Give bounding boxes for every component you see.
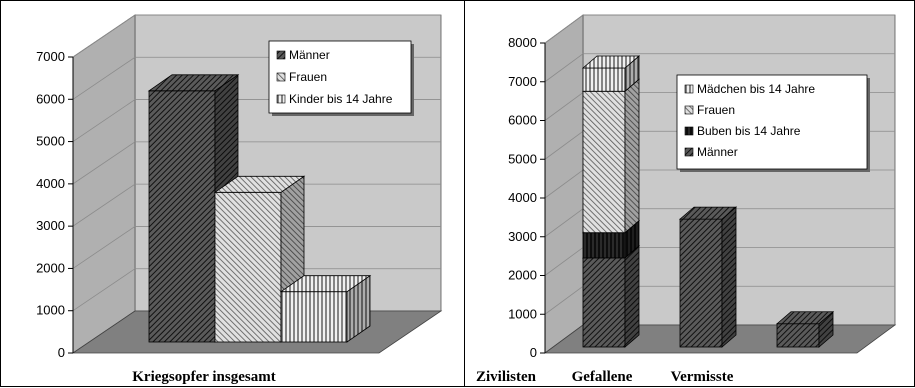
breakdown-bar-vermisste-männer-side-shade (819, 311, 833, 347)
breakdown-legend-swatch-männer (684, 147, 694, 157)
breakdown-ytick-label: 6000 (508, 113, 537, 128)
breakdown-bar-zivilisten-männer-side-shade (625, 245, 639, 347)
total-legend (268, 40, 412, 114)
breakdown-ytick-label: 5000 (508, 151, 537, 166)
total-ytick-label: 6000 (36, 91, 65, 106)
total-ytick-label: 7000 (36, 49, 65, 64)
total-bar-kinder-bis-14-jahre-side-shade (347, 275, 370, 342)
total-legend-label-kinder-bis-14-jahre: Kinder bis 14 Jahre (289, 92, 393, 106)
breakdown-bar-vermisste-männer-top (775, 311, 835, 325)
total-gridline (72, 183, 441, 227)
chart-breakdown-svg: 0 1000 2000 3000 4000 5000 6000 7000 8000 Mädchen… (476, 14, 897, 385)
breakdown-legend-swatch-frauen (684, 105, 694, 115)
breakdown-ytick-label: 7000 (508, 74, 537, 89)
chart-panel-total: 0 1000 2000 3000 4000 5000 6000 7000 Männer Fraue… (0, 0, 465, 387)
breakdown-category-label-zivilisten: Zivilisten (476, 369, 537, 385)
breakdown-category-label-vermisste: Vermisste (671, 369, 734, 385)
total-gridline (72, 14, 441, 58)
total-ytick-label: 1000 (36, 303, 65, 318)
breakdown-legend-label-frauen: Frauen (697, 103, 735, 117)
breakdown-bar-gefallene-männer-front (679, 218, 723, 348)
total-ytick-label: 5000 (36, 134, 65, 149)
breakdown-bar-zivilisten-frauen-side-shade (625, 79, 639, 233)
total-gridline (72, 268, 441, 312)
breakdown-bar-zivilisten-mädchen-bis-14-jahre-side-shade (625, 56, 639, 92)
total-legend-swatch-männer (276, 50, 286, 60)
breakdown-bar-zivilisten-männer-front (582, 257, 626, 348)
breakdown-gridline (544, 53, 895, 83)
breakdown-legend-swatch-mädchen-bis-14-jahre (684, 84, 694, 94)
breakdown-bar-gefallene-männer-side-shade (722, 207, 736, 347)
total-side-wall (72, 14, 136, 354)
breakdown-legend-swatch-buben-bis-14-jahre (684, 126, 694, 136)
total-ytick-label: 4000 (36, 176, 65, 191)
total-bar-kinder-bis-14-jahre-front (280, 291, 348, 343)
breakdown-legend-label-mädchen-bis-14-jahre: Mädchen bis 14 Jahre (697, 82, 815, 96)
breakdown-legend-label-buben-bis-14-jahre: Buben bis 14 Jahre (697, 124, 801, 138)
total-legend-label-männer: Männer (289, 48, 330, 62)
breakdown-category-label-gefallene: Gefallene (572, 369, 633, 385)
breakdown-legend (676, 74, 868, 170)
breakdown-ytick-label: 2000 (508, 268, 537, 283)
breakdown-bar-zivilisten-buben-bis-14-jahre-front (582, 232, 626, 259)
total-legend-swatch-kinder-bis-14-jahre (276, 94, 286, 104)
total-bar-kinder-bis-14-jahre-top (279, 275, 372, 293)
chart-panel-breakdown: 0 1000 2000 3000 4000 5000 6000 7000 8000 Mädchen… (465, 0, 915, 387)
total-ytick-label: 2000 (36, 260, 65, 275)
breakdown-bar-gefallene-männer-top (678, 206, 738, 220)
breakdown-bar-zivilisten-mädchen-bis-14-jahre-top (581, 55, 641, 69)
total-gridline (72, 141, 441, 185)
breakdown-bar-zivilisten-mädchen-bis-14-jahre-front (582, 67, 626, 92)
total-bar-frauen-front (214, 191, 282, 343)
total-gridline (72, 226, 441, 269)
breakdown-ytick-label: 1000 (508, 306, 537, 321)
total-category-label: Kriegsopfer insgesamt (132, 369, 275, 385)
chart-total-svg: 0 1000 2000 3000 4000 5000 6000 7000 Männer Fraue… (36, 14, 443, 385)
breakdown-gridline (544, 14, 895, 44)
total-legend-swatch-frauen (276, 72, 286, 82)
total-bar-frauen-top (213, 175, 306, 193)
breakdown-ytick-label: 3000 (508, 229, 537, 244)
breakdown-bar-zivilisten-frauen-front (582, 90, 626, 234)
breakdown-ytick-label: 0 (530, 345, 537, 360)
total-legend-label-frauen: Frauen (289, 70, 327, 84)
total-bar-männer-top (147, 74, 240, 92)
breakdown-bar-vermisste-männer-front (776, 323, 820, 348)
total-ytick-label: 3000 (36, 218, 65, 233)
breakdown-ytick-label: 4000 (508, 190, 537, 205)
total-ytick-label: 0 (58, 345, 65, 360)
breakdown-ytick-label: 8000 (508, 35, 537, 50)
total-bar-männer-front (148, 90, 216, 343)
breakdown-legend-label-männer: Männer (697, 145, 738, 159)
